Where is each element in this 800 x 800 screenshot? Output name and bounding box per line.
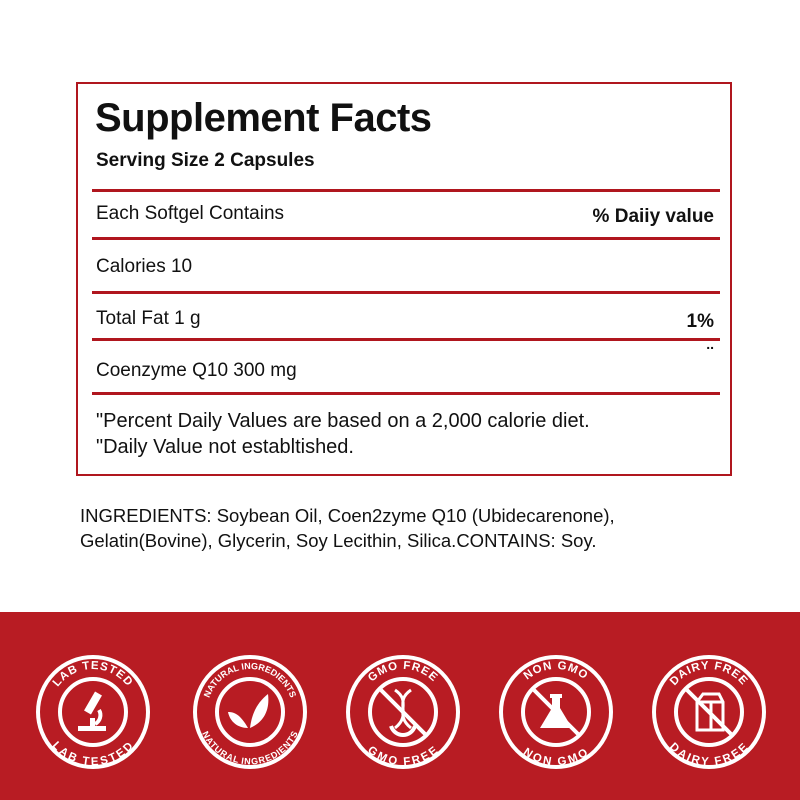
microscope-icon bbox=[78, 691, 106, 731]
ingredients-line: Gelatin(Bovine), Glycerin, Soy Lecithin,… bbox=[80, 530, 597, 551]
column-header-right: % Daiiy value bbox=[592, 206, 714, 227]
svg-text:NATURAL INGREDIENTS: NATURAL INGREDIENTS bbox=[200, 730, 300, 767]
fact-row-value: .. bbox=[706, 336, 714, 352]
supplement-facts-panel bbox=[76, 82, 732, 476]
dna-icon bbox=[379, 688, 427, 737]
leaves-icon bbox=[228, 694, 269, 728]
facts-title: Supplement Facts bbox=[95, 96, 432, 140]
svg-text:GMO FREE: GMO FREE bbox=[365, 744, 441, 768]
divider bbox=[92, 189, 720, 192]
divider bbox=[92, 392, 720, 395]
fact-row-value: 1% bbox=[686, 311, 714, 332]
divider bbox=[92, 338, 720, 341]
fact-row-label: Coenzyme Q10 300 mg bbox=[96, 360, 297, 381]
serving-size: Serving Size 2 Capsules bbox=[96, 150, 315, 171]
footnote: "Percent Daily Values are based on a 2,0… bbox=[96, 410, 590, 432]
dairy-free-badge: DAIRY FREE DAIRY FREE bbox=[652, 655, 766, 769]
divider bbox=[92, 237, 720, 240]
svg-text:NON GMO: NON GMO bbox=[521, 746, 591, 768]
ingredients-line: INGREDIENTS: Soybean Oil, Coen2zyme Q10 … bbox=[80, 505, 615, 526]
lab-tested-badge: LAB TESTED LAB TESTED bbox=[36, 655, 150, 769]
divider bbox=[92, 291, 720, 294]
flask-icon bbox=[532, 688, 580, 736]
footnote: "Daily Value not establtished. bbox=[96, 436, 354, 458]
fact-row-label: Calories 10 bbox=[96, 256, 193, 277]
fact-row-label: Total Fat 1 g bbox=[96, 308, 201, 329]
column-header-left: Each Softgel Contains bbox=[96, 203, 285, 224]
ingredients-text: INGREDIENTS: Soybean Oil, Coen2zyme Q10 … bbox=[80, 503, 780, 553]
natural-ingredients-badge: NATURAL INGREDIENTS NATURAL INGREDIENTS bbox=[193, 655, 307, 769]
milk-carton-icon bbox=[685, 688, 733, 736]
non-gmo-badge: NON GMO NON GMO bbox=[499, 655, 613, 769]
gmo-free-badge: GMO FREE GMO FREE bbox=[346, 655, 460, 769]
